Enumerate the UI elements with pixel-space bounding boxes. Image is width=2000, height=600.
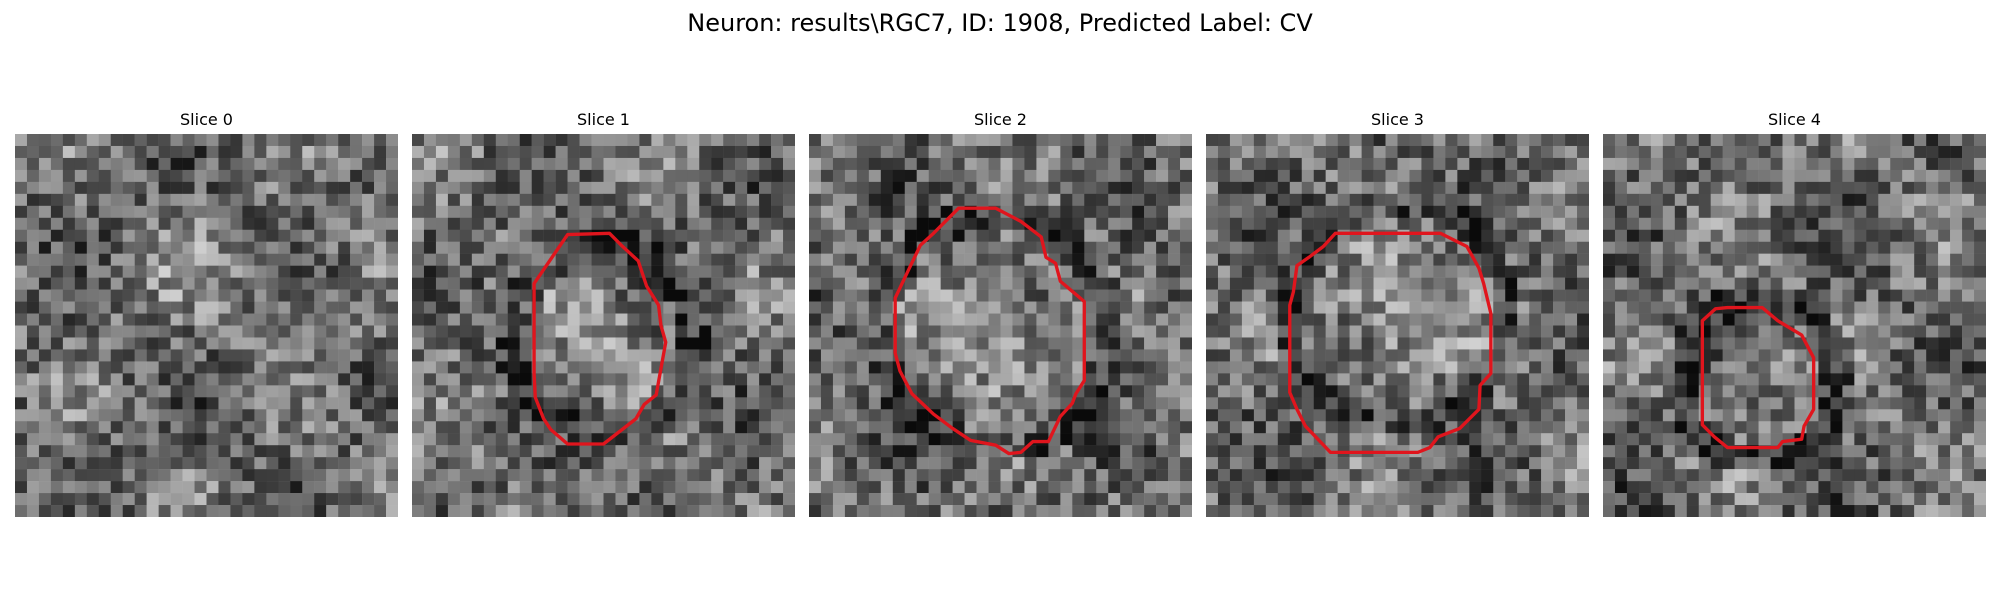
roi-contour	[1288, 231, 1493, 455]
slice-title: Slice 3	[1371, 110, 1424, 129]
slice-title: Slice 4	[1768, 110, 1821, 129]
figure-title: Neuron: results\RGC7, ID: 1908, Predicte…	[687, 9, 1313, 37]
roi-contour	[893, 206, 1086, 456]
pixel-grid	[412, 134, 795, 517]
pixel-grid	[809, 134, 1192, 517]
roi-contour	[532, 231, 668, 446]
slice-image	[1206, 134, 1589, 517]
pixel-grid	[15, 134, 398, 517]
slice-image	[809, 134, 1192, 517]
roi-contour	[1700, 305, 1816, 450]
slice-title: Slice 2	[974, 110, 1027, 129]
slice-image	[15, 134, 398, 517]
slice-title: Slice 0	[180, 110, 233, 129]
pixel-grid	[1206, 134, 1589, 517]
pixel-grid	[1603, 134, 1986, 517]
slice-title: Slice 1	[577, 110, 630, 129]
slice-image	[1603, 134, 1986, 517]
slice-image	[412, 134, 795, 517]
